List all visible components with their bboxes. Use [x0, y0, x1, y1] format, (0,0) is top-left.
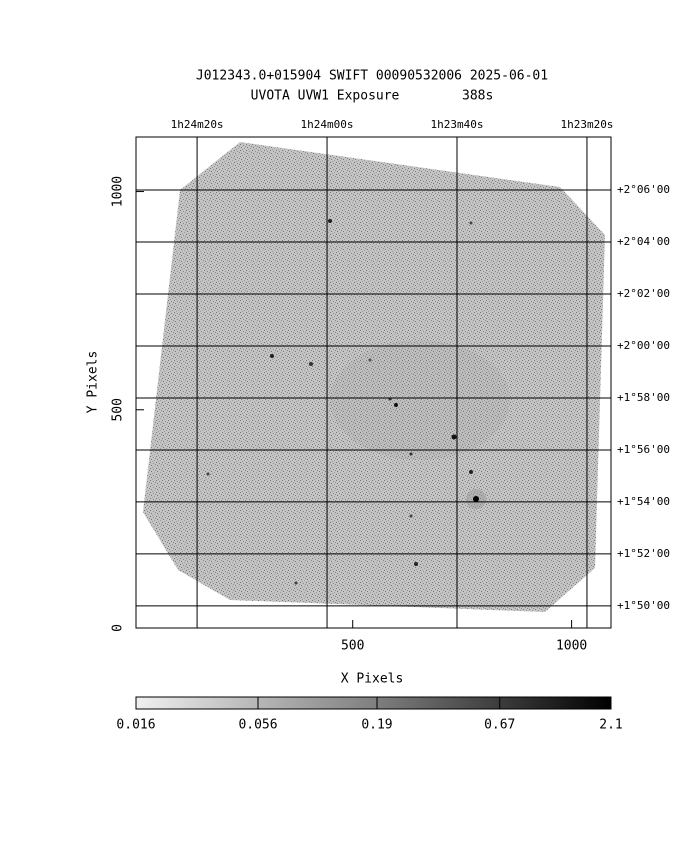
source [409, 452, 413, 456]
y-tick-label: 500 [111, 398, 126, 421]
colorbar-tick-label: 0.19 [361, 718, 392, 733]
exposure-area [143, 142, 605, 612]
x2-tick-label: 1h24m20s [171, 118, 224, 131]
image [143, 142, 605, 612]
source [451, 434, 457, 440]
chart-title: J012343.0+015904 SWIFT 00090532006 2025-… [196, 69, 548, 84]
colorbar [135, 696, 612, 710]
y2-tick-label: +2°02'00 [617, 287, 670, 300]
colorbar-tick-label: 0.056 [238, 718, 277, 733]
y2-tick-label: +1°54'00 [617, 495, 670, 508]
y-tick-label: 1000 [111, 176, 126, 207]
y2-tick-label: +2°04'00 [617, 235, 670, 248]
y2-tick-label: +2°06'00 [617, 183, 670, 196]
y-axis-label: Y Pixels [86, 351, 101, 414]
x-tick-label: 1000 [556, 639, 587, 654]
colorbar-tick-label: 0.67 [484, 718, 515, 733]
source [328, 219, 332, 223]
x2-tick-label: 1h24m00s [301, 118, 354, 131]
source [409, 514, 413, 518]
x-axis-label: X Pixels [341, 672, 404, 687]
chart-subtitle: UVOTA UVW1 Exposure 388s [251, 89, 494, 104]
source [469, 221, 473, 225]
source [469, 470, 473, 474]
y-tick-label: 0 [111, 624, 126, 632]
x2-tick-label: 1h23m20s [560, 118, 613, 131]
source [473, 496, 479, 502]
y2-tick-label: +1°52'00 [617, 547, 670, 560]
source [309, 362, 313, 366]
source [414, 562, 418, 566]
source [206, 472, 210, 476]
source [270, 354, 274, 358]
source [368, 358, 372, 362]
y2-tick-label: +2°00'00 [617, 339, 670, 352]
y2-tick-label: +1°58'00 [617, 391, 670, 404]
x2-tick-label: 1h23m40s [431, 118, 484, 131]
source [394, 403, 398, 407]
y2-tick-label: +1°50'00 [617, 599, 670, 612]
x-tick-label: 500 [341, 639, 364, 654]
diffuse-glow [330, 340, 510, 460]
y2-tick-label: +1°56'00 [617, 443, 670, 456]
colorbar-tick-label: 2.1 [599, 718, 622, 733]
colorbar-tick-label: 0.016 [116, 718, 155, 733]
plot-frame [135, 136, 612, 629]
source [294, 581, 298, 585]
